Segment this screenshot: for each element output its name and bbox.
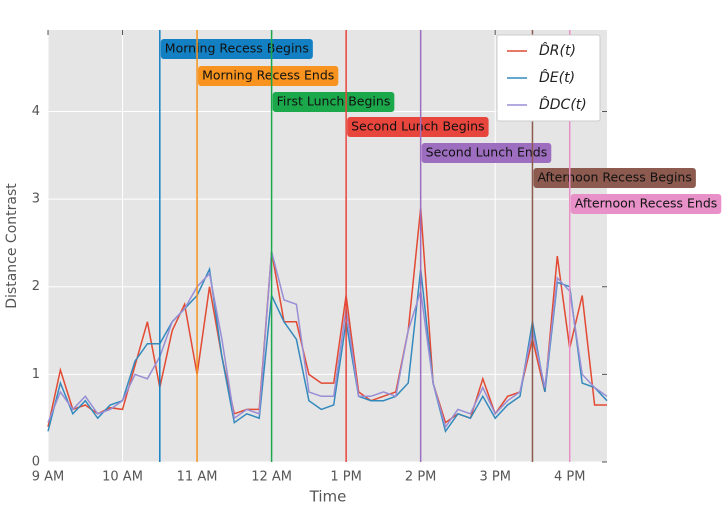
- event-label-box: [347, 117, 489, 137]
- event-label: Afternoon Recess Ends: [575, 196, 718, 211]
- event-label: Second Lunch Begins: [351, 119, 484, 134]
- event-label: Afternoon Recess Begins: [537, 170, 691, 185]
- legend-label: D̂R(t): [539, 42, 576, 59]
- x-tick-label: 12 AM: [251, 470, 292, 485]
- legend-box: [496, 34, 601, 122]
- y-axis-label: Distance Contrast: [4, 183, 20, 309]
- x-tick-label: 11 AM: [177, 470, 218, 485]
- legend-label: D̂E(t): [539, 69, 575, 86]
- series-line: [47, 251, 608, 429]
- y-tick-label: 2: [32, 279, 40, 294]
- x-axis-label: Time: [309, 488, 347, 506]
- event-label-box: [160, 39, 313, 59]
- x-tick-label: 1 PM: [330, 470, 361, 485]
- event-label-box: [533, 168, 696, 188]
- event-label-box: [272, 92, 395, 112]
- legend-label: D̂DC(t): [539, 96, 587, 113]
- series-line: [47, 266, 608, 434]
- event-label: Second Lunch Ends: [426, 145, 548, 160]
- event-label: First Lunch Begins: [277, 94, 391, 109]
- event-label-box: [421, 143, 552, 163]
- event-label: Morning Recess Begins: [165, 41, 309, 56]
- series-line: [47, 207, 607, 428]
- event-label-box: [570, 194, 722, 214]
- event-label: Morning Recess Ends: [202, 68, 334, 83]
- y-tick-label: 1: [32, 367, 40, 382]
- y-tick-label: 4: [32, 104, 40, 119]
- x-tick-label: 4 PM: [554, 470, 585, 485]
- y-tick-label: 0: [32, 455, 40, 470]
- y-tick-label: 3: [32, 192, 40, 207]
- x-tick-label: 10 AM: [102, 470, 143, 485]
- x-tick-label: 3 PM: [479, 470, 510, 485]
- x-tick-label: 9 AM: [32, 470, 65, 485]
- x-tick-label: 2 PM: [405, 470, 436, 485]
- event-label-box: [198, 66, 339, 86]
